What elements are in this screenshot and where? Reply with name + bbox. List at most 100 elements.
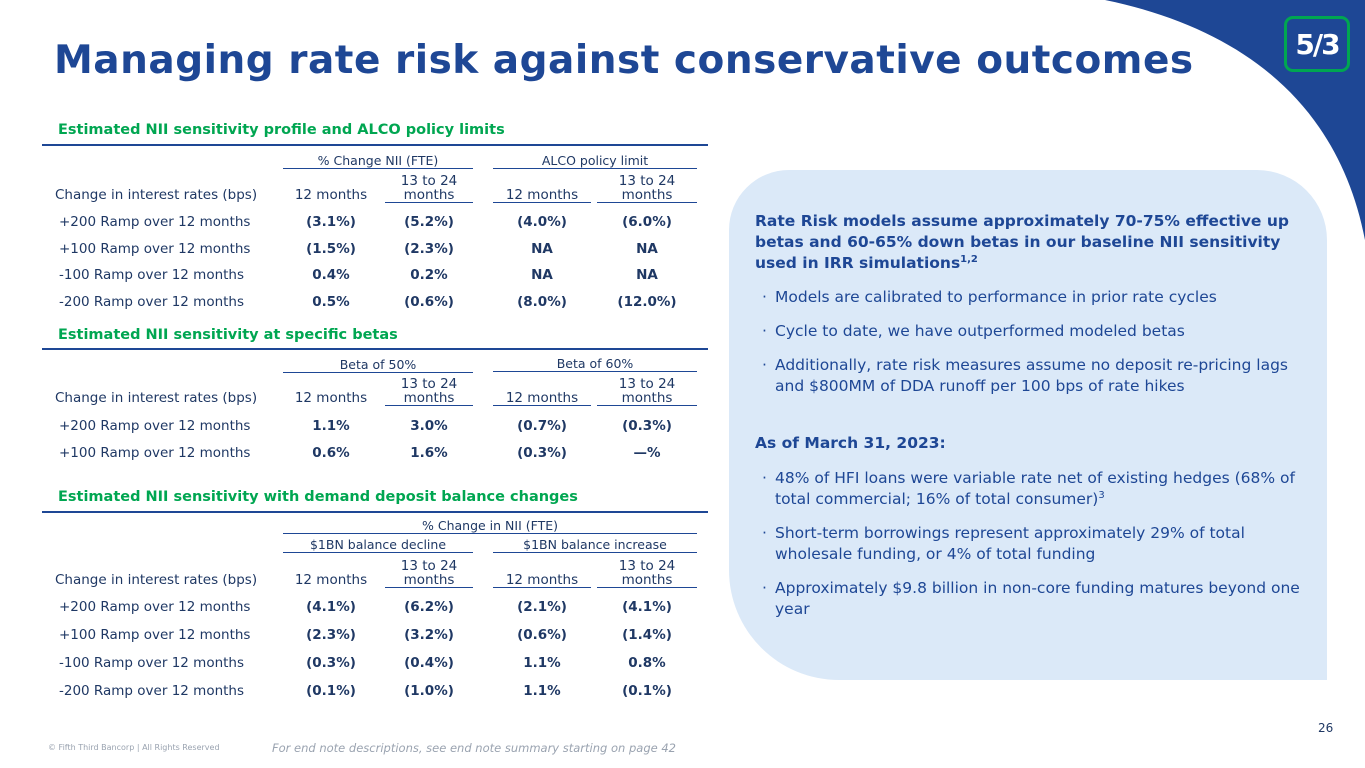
panel-bullet: · Short-term borrowings represent approxi… xyxy=(762,523,1307,565)
bullet-dot: · xyxy=(762,469,767,487)
bullet-dot: · xyxy=(762,322,767,340)
bullet-text: Models are calibrated to performance in … xyxy=(775,288,1217,306)
panel-bullet: · Approximately $9.8 billion in non-core … xyxy=(762,578,1307,620)
copyright-text: © Fifth Third Bancorp | All Rights Reser… xyxy=(48,743,220,752)
table1-rule xyxy=(42,144,708,146)
table3-group2-header: $1BN balance increase xyxy=(493,537,697,553)
value-cell: (4.1%) xyxy=(622,599,672,615)
table2-row-label-header: Change in interest rates (bps) xyxy=(55,390,258,406)
value-cell: (0.3%) xyxy=(622,418,672,434)
table3-col-12b-header: 12 months xyxy=(493,573,591,588)
value-cell: (4.0%) xyxy=(517,214,567,230)
panel-heading-as-of: As of March 31, 2023: xyxy=(755,434,946,452)
value-cell: NA xyxy=(531,240,553,257)
footnote-ref: 3 xyxy=(1098,489,1105,501)
table1-group1-header: % Change NII (FTE) xyxy=(283,153,473,169)
bullet-dot: · xyxy=(762,288,767,306)
value-cell: (0.4%) xyxy=(404,655,454,671)
panel-bullet: · 48% of HFI loans were variable rate net… xyxy=(762,468,1307,510)
row-label: +100 Ramp over 12 months xyxy=(59,627,251,643)
row-label: +200 Ramp over 12 months xyxy=(59,418,251,434)
value-cell: 0.2% xyxy=(410,267,448,283)
value-cell: NA xyxy=(636,267,658,283)
value-cell: —% xyxy=(633,444,661,461)
value-cell: (0.1%) xyxy=(306,683,356,699)
bullet-text: Additionally, rate risk measures assume … xyxy=(775,356,1288,395)
row-label: +100 Ramp over 12 months xyxy=(59,240,251,257)
value-cell: (6.0%) xyxy=(622,214,672,230)
value-cell: (0.1%) xyxy=(622,683,672,699)
value-cell: (12.0%) xyxy=(617,293,677,310)
bullet-text: Short-term borrowings represent approxim… xyxy=(775,524,1245,563)
panel-heading-assumptions: Rate Risk models assume approximately 70… xyxy=(755,212,1289,272)
row-label: +200 Ramp over 12 months xyxy=(59,214,251,230)
table1-col-13-24b-header: 13 to 24 months xyxy=(597,174,697,203)
value-cell: (4.1%) xyxy=(306,599,356,615)
panel-bullet: · Models are calibrated to performance in… xyxy=(762,287,1307,308)
value-cell: (1.5%) xyxy=(306,240,356,257)
value-cell: 3.0% xyxy=(410,418,448,434)
row-label: +100 Ramp over 12 months xyxy=(59,444,251,461)
table2-section-title: Estimated NII sensitivity at specific be… xyxy=(58,327,398,343)
table2-col-13-24-header: 13 to 24 months xyxy=(385,377,473,406)
value-cell: 1.1% xyxy=(523,683,561,699)
value-cell: (3.1%) xyxy=(306,214,356,230)
fifth-third-logo: 5/3 xyxy=(1284,16,1350,72)
bullet-dot: · xyxy=(762,356,767,374)
value-cell: 1.6% xyxy=(410,444,448,461)
panel-bullet: · Cycle to date, we have outperformed mod… xyxy=(762,321,1307,342)
table2-group2-header: Beta of 60% xyxy=(493,356,697,372)
value-cell: (6.2%) xyxy=(404,599,454,615)
value-cell: (2.1%) xyxy=(517,599,567,615)
table2-col-13-24b-header: 13 to 24 months xyxy=(597,377,697,406)
value-cell: 0.8% xyxy=(628,655,666,671)
panel-bullet: · Additionally, rate risk measures assume… xyxy=(762,355,1307,397)
table2-group1-header: Beta of 50% xyxy=(283,357,473,373)
table2-col-12b-header: 12 months xyxy=(493,391,591,406)
value-cell: (2.3%) xyxy=(404,240,454,257)
table1-col-13-24-header: 13 to 24 months xyxy=(385,174,473,203)
table1-section-title: Estimated NII sensitivity profile and AL… xyxy=(58,122,505,138)
value-cell: (1.4%) xyxy=(622,627,672,643)
table2-col-12-header: 12 months xyxy=(294,390,368,406)
bullet-dot: · xyxy=(762,524,767,542)
row-label: -200 Ramp over 12 months xyxy=(59,683,245,699)
table3-col-13-24-header: 13 to 24 months xyxy=(385,559,473,588)
value-cell: 0.4% xyxy=(312,267,350,283)
table1-row-label-header: Change in interest rates (bps) xyxy=(55,187,258,203)
table1-group2-header: ALCO policy limit xyxy=(493,153,697,169)
table3-group1-header: $1BN balance decline xyxy=(283,537,473,553)
table3-col-13-24b-header: 13 to 24 months xyxy=(597,559,697,588)
value-cell: 0.6% xyxy=(312,444,350,461)
key-points-panel xyxy=(729,170,1327,680)
value-cell: (1.0%) xyxy=(404,683,454,699)
bullet-text: Cycle to date, we have outperformed mode… xyxy=(775,322,1185,340)
bullet-text: Approximately $9.8 billion in non-core f… xyxy=(775,579,1300,618)
value-cell: (5.2%) xyxy=(404,214,454,230)
table1-col-12b-header: 12 months xyxy=(493,188,591,203)
value-cell: (0.3%) xyxy=(517,444,567,461)
table3-rule xyxy=(42,511,708,513)
value-cell: (0.7%) xyxy=(517,418,567,434)
table3-supergroup-header: % Change in NII (FTE) xyxy=(283,518,697,534)
table3-col-12-header: 12 months xyxy=(294,572,368,588)
table3-section-title: Estimated NII sensitivity with demand de… xyxy=(58,489,578,505)
value-cell: 1.1% xyxy=(523,655,561,671)
table3-row-label-header: Change in interest rates (bps) xyxy=(55,572,258,588)
value-cell: 0.5% xyxy=(312,293,350,310)
page-number: 26 xyxy=(1318,721,1334,735)
row-label: -100 Ramp over 12 months xyxy=(59,655,245,671)
bullet-dot: · xyxy=(762,579,767,597)
page-title: Managing rate risk against conservative … xyxy=(54,38,1194,83)
value-cell: (8.0%) xyxy=(517,293,567,310)
value-cell: 1.1% xyxy=(312,418,350,434)
value-cell: (3.2%) xyxy=(404,627,454,643)
row-label: -200 Ramp over 12 months xyxy=(59,293,245,310)
table2-rule xyxy=(42,348,708,350)
value-cell: NA xyxy=(531,267,553,283)
table1-col-12-header: 12 months xyxy=(294,187,368,203)
value-cell: NA xyxy=(636,240,658,257)
row-label: -100 Ramp over 12 months xyxy=(59,267,245,283)
end-note-reference: For end note descriptions, see end note … xyxy=(272,741,676,755)
value-cell: (0.6%) xyxy=(517,627,567,643)
